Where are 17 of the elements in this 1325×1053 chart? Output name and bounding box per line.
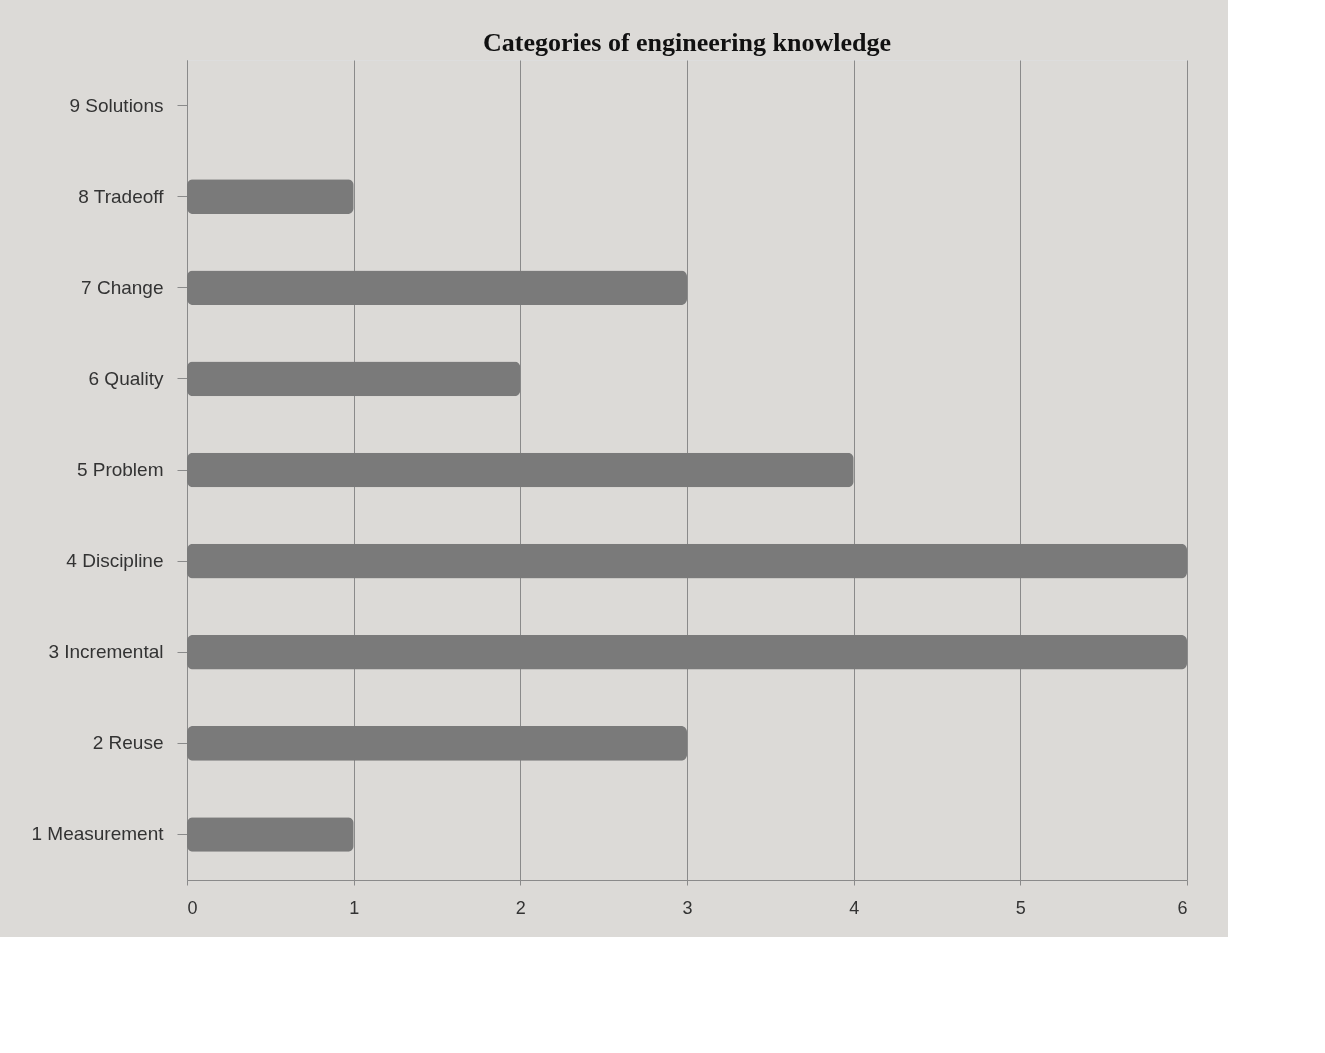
y-tick-label: 7 Change xyxy=(81,276,164,298)
chart-title: Categories of engineering knowledge xyxy=(482,28,892,57)
y-tick-label: 2 Reuse xyxy=(92,732,164,754)
y-tick-label: 8 Tradeoff xyxy=(78,185,165,207)
y-tick-label: 5 Problem xyxy=(76,459,164,480)
x-tick-label: 1 xyxy=(349,897,360,918)
x-tick-label: 2 xyxy=(515,897,526,918)
x-tick-label: 4 xyxy=(849,897,860,918)
y-tick-label: 3 Incremental xyxy=(48,641,164,663)
y-tick-label: 4 Discipline xyxy=(66,550,164,572)
y-tick-label: 1 Measurement xyxy=(31,823,165,845)
x-tick-label: 5 xyxy=(1015,897,1026,918)
x-tick-label: 6 xyxy=(1177,897,1188,918)
y-tick-label: 6 Quality xyxy=(88,367,164,389)
x-tick-label: 3 xyxy=(682,897,693,918)
y-tick-label: 9 Solutions xyxy=(69,94,164,116)
x-tick-label: 0 xyxy=(187,897,198,918)
